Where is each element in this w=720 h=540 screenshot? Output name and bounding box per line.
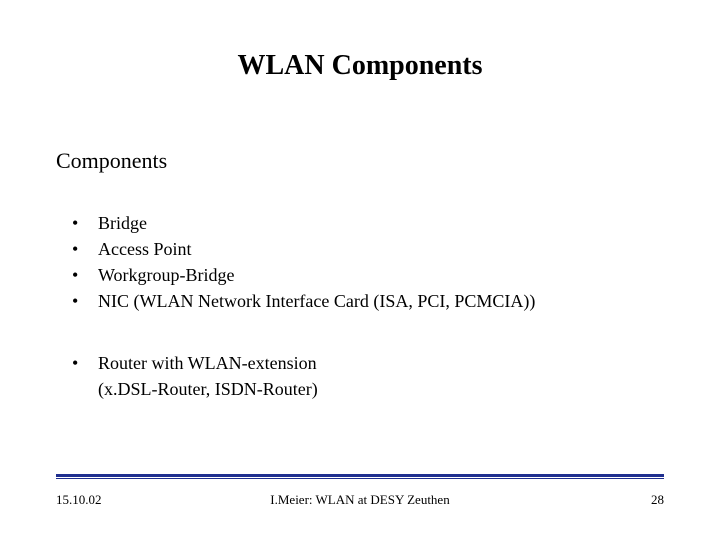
list-item-continuation: (x.DSL-Router, ISDN-Router) [72,376,318,402]
bullet-list-2: • Router with WLAN-extension (x.DSL-Rout… [72,350,318,402]
bullet-icon: • [72,350,98,376]
list-item-text: Router with WLAN-extension [98,350,317,376]
list-item-text: Workgroup-Bridge [98,262,235,288]
slide: WLAN Components Components • Bridge • Ac… [0,0,720,540]
footer-center: I.Meier: WLAN at DESY Zeuthen [56,492,664,508]
bullet-icon: • [72,288,98,314]
list-item: • NIC (WLAN Network Interface Card (ISA,… [72,288,535,314]
footer-date: 15.10.02 [56,492,102,508]
footer: 15.10.02 I.Meier: WLAN at DESY Zeuthen 2… [56,492,664,508]
bullet-icon: • [72,262,98,288]
list-item-text: NIC (WLAN Network Interface Card (ISA, P… [98,288,535,314]
list-item-text: Access Point [98,236,192,262]
list-item: • Workgroup-Bridge [72,262,535,288]
list-item-text: Bridge [98,210,147,236]
subheading: Components [56,148,167,174]
footer-divider [56,474,664,478]
footer-page: 28 [651,492,664,508]
list-item: • Access Point [72,236,535,262]
bullet-list-1: • Bridge • Access Point • Workgroup-Brid… [72,210,535,314]
slide-title: WLAN Components [0,50,720,82]
bullet-icon: • [72,210,98,236]
list-item: • Router with WLAN-extension [72,350,318,376]
bullet-icon: • [72,236,98,262]
list-item: • Bridge [72,210,535,236]
